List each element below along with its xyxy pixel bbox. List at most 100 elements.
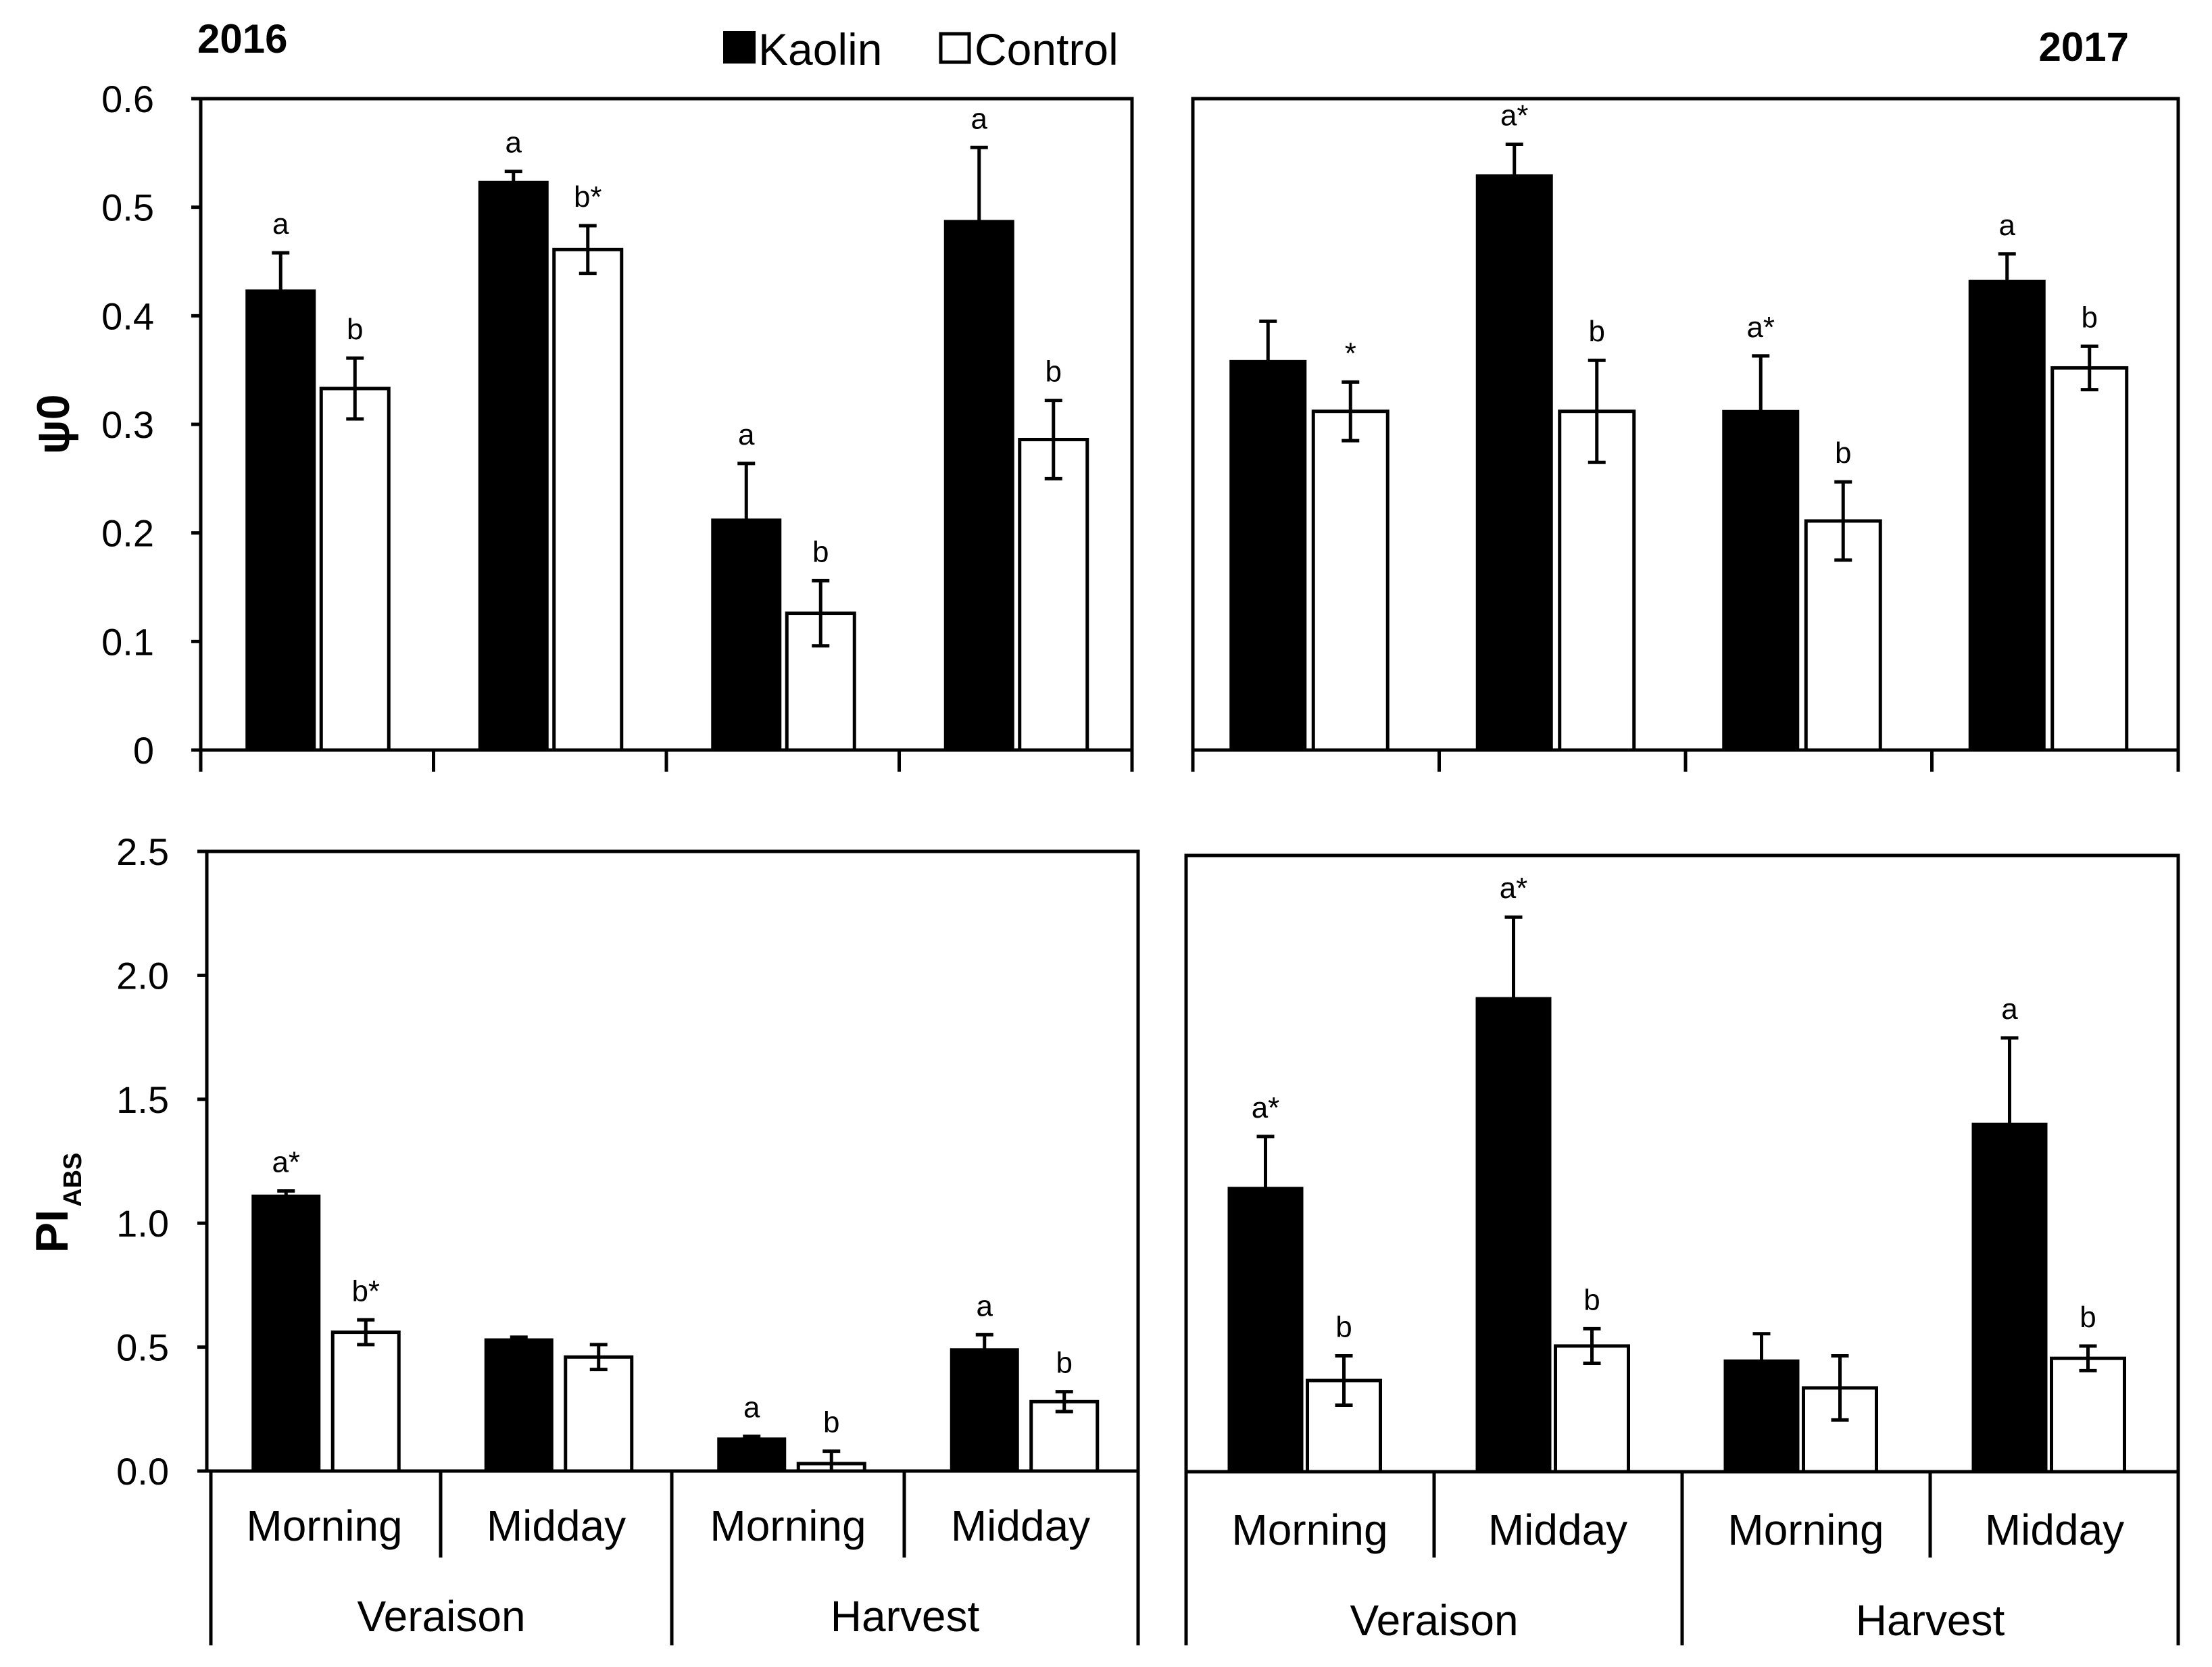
- legend: Kaolin Control: [723, 24, 1119, 74]
- significance-label: b: [1835, 437, 1851, 470]
- y-axis-ticks: 0.0 0.5 1.0 1.5 2.0 2.5: [116, 830, 207, 1493]
- category-axis-2016: Morning Midday Morning Midday Veraison H…: [209, 1471, 1140, 1645]
- error-bar: [1044, 399, 1062, 480]
- bar-control-2: [785, 612, 856, 752]
- error-bar: [272, 251, 290, 331]
- bar-kaolin-3: [943, 220, 1014, 751]
- significance-label: a*: [1500, 872, 1528, 905]
- error-bar: [812, 578, 830, 648]
- error-bar: [975, 1333, 993, 1366]
- chart-panel-2017-piabs: a* a* a b b b: [1184, 853, 2180, 1474]
- bar-group: a* a* a b b b: [1227, 872, 2126, 1474]
- y-axis-title-abs-subscript: ABS: [59, 1153, 87, 1207]
- significance-label: b: [1583, 1283, 1600, 1316]
- y-tick-label: 1.0: [116, 1202, 169, 1245]
- significance-label: b: [1056, 1347, 1073, 1380]
- x-label-stage: Harvest: [1856, 1596, 2005, 1645]
- error-bar: [277, 1189, 295, 1203]
- y-tick-label: 0.3: [101, 403, 154, 446]
- significance-label: b: [347, 313, 363, 346]
- y-axis-ticks: 0 0.1 0.2 0.3 0.4 0.5 0.6: [101, 78, 201, 772]
- legend-label-kaolin: Kaolin: [758, 24, 882, 74]
- x-label-stage: Veraison: [357, 1592, 525, 1641]
- y-tick-label: 0.2: [101, 512, 154, 555]
- y-tick-label: 0.6: [101, 78, 154, 120]
- error-bar: [1583, 1326, 1601, 1365]
- bar-kaolin-2: [717, 1437, 787, 1472]
- significance-label: b: [1046, 355, 1062, 389]
- y-tick-label: 0.0: [116, 1450, 169, 1493]
- y-axis-title-psi0: ψ0: [28, 394, 79, 454]
- significance-label: b: [812, 535, 829, 568]
- error-bar: [1831, 1354, 1849, 1422]
- bar-kaolin-3: [950, 1348, 1019, 1472]
- error-bar: [2079, 1344, 2097, 1372]
- x-label-time: Midday: [951, 1501, 1090, 1550]
- significance-label: b*: [574, 180, 602, 214]
- x-label-stage: Veraison: [1350, 1596, 1518, 1645]
- error-bar: [504, 170, 522, 195]
- significance-label: b*: [351, 1274, 380, 1308]
- significance-label: a*: [1252, 1091, 1280, 1124]
- y-axis-title-piabs: PI ABS: [26, 1153, 87, 1253]
- significance-label: a: [2001, 993, 2018, 1026]
- error-bar: [1588, 358, 1606, 464]
- legend-swatch-control: [939, 32, 971, 64]
- bar-control-3: [2050, 1356, 2126, 1474]
- error-bar: [1505, 142, 1523, 209]
- bar-control-0: [330, 1330, 401, 1473]
- legend-swatch-kaolin: [723, 31, 756, 64]
- y-tick-label: 0.5: [116, 1326, 169, 1369]
- bar-control-1: [564, 1355, 634, 1473]
- x-label-time: Morning: [246, 1501, 402, 1550]
- bar-control-0: [1311, 409, 1390, 752]
- significance-label: a: [738, 418, 755, 451]
- error-bar: [1335, 1354, 1353, 1407]
- bar-kaolin-1: [478, 180, 549, 752]
- x-label-time: Midday: [487, 1501, 626, 1550]
- error-bar: [2080, 344, 2098, 392]
- error-bar: [822, 1449, 841, 1473]
- significance-label: a: [971, 102, 988, 135]
- year-label-2016: 2016: [197, 16, 287, 61]
- significance-label: b: [823, 1406, 839, 1439]
- x-label-time: Morning: [1231, 1506, 1387, 1554]
- y-tick-label: 2.0: [116, 954, 169, 997]
- chart-panel-2016-piabs: 0.0 0.5 1.0 1.5 2.0 2.5 a* a a b* b b: [116, 830, 1140, 1493]
- significance-label: b: [2080, 1301, 2096, 1334]
- y-tick-label: 0: [133, 729, 154, 772]
- bar-group: a a a a b b* b b: [245, 102, 1089, 752]
- significance-label: a: [1999, 209, 2016, 242]
- bar-control-3: [2050, 366, 2129, 752]
- bar-kaolin-0: [245, 289, 316, 751]
- error-bar: [346, 356, 364, 421]
- error-bar: [1834, 480, 1852, 562]
- error-bar: [1342, 380, 1360, 443]
- y-tick-label: 0.4: [101, 295, 154, 337]
- significance-label: a: [506, 126, 522, 159]
- significance-label: *: [1345, 337, 1356, 370]
- significance-label: b: [2082, 301, 2098, 334]
- category-axis-2017: Morning Midday Morning Midday Veraison H…: [1184, 1472, 2180, 1645]
- year-label-2017: 2017: [2039, 24, 2129, 70]
- significance-label: a: [272, 207, 289, 241]
- error-bar: [1504, 915, 1523, 1082]
- error-bar: [2000, 1036, 2019, 1212]
- significance-label: a: [743, 1391, 760, 1424]
- bar-kaolin-0: [1229, 359, 1307, 751]
- chart-panel-2017-psi0: a*a*a*bbb: [1191, 97, 2180, 772]
- y-axis-title-pi: PI: [26, 1210, 78, 1253]
- error-bar: [1055, 1390, 1073, 1414]
- x-axis-ticks: [199, 750, 1134, 772]
- error-bar: [743, 1435, 761, 1443]
- bar-group: a*a*a*bbb: [1229, 99, 2129, 752]
- y-tick-label: 1.5: [116, 1078, 169, 1121]
- error-bar: [1259, 319, 1277, 403]
- bar-kaolin-0: [251, 1194, 321, 1473]
- significance-label: a*: [272, 1146, 300, 1179]
- error-bar: [970, 145, 988, 297]
- error-bar: [1256, 1135, 1275, 1242]
- x-label-stage: Harvest: [831, 1592, 980, 1641]
- significance-label: a*: [1746, 311, 1775, 344]
